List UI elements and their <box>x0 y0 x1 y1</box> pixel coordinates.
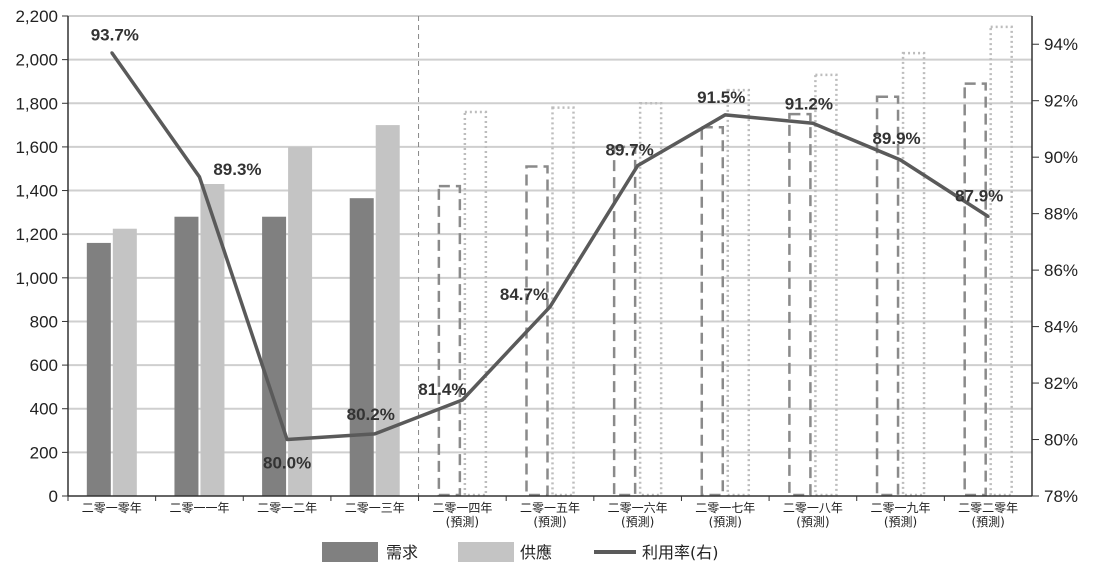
utilization-line-series: 93.7% 89.3% 80.0% 80.2% 81.4% 84.7% 89.7% 91.5%… <box>91 26 1004 473</box>
right-axis-ticks: 78% 80% 82% 84% 86% 88% 90% 92% 94% <box>1032 35 1078 506</box>
supply-bar-forecast <box>726 88 751 497</box>
supply-bar <box>112 228 137 496</box>
x-tick-label: 二零一三年 <box>345 501 405 515</box>
supply-bar <box>200 184 225 496</box>
utilization-point <box>197 175 201 179</box>
utilization-point <box>548 305 552 309</box>
demand-bar-forecast <box>788 112 812 497</box>
utilization-data-label: 89.9% <box>872 129 920 148</box>
legend-utilization-label: 利用率(右) <box>642 543 719 562</box>
x-tick-label: 二零一七年 <box>695 501 755 515</box>
x-tick-label: (預測) <box>533 515 566 529</box>
right-tick-label: 88% <box>1044 205 1078 224</box>
demand-bar <box>86 242 111 496</box>
left-tick-label: 1,800 <box>15 94 58 113</box>
x-tick-label: 二零二零年 <box>958 501 1018 515</box>
demand-bar <box>349 198 374 496</box>
x-tick-label: 二零一五年 <box>520 501 580 515</box>
utilization-data-label: 91.5% <box>697 88 745 107</box>
utilization-line <box>110 51 990 442</box>
utilization-data-label: 81.4% <box>418 380 466 399</box>
x-tick-label: (預測) <box>971 515 1004 529</box>
x-tick-label: (預測) <box>884 515 917 529</box>
demand-bar-forecast <box>612 145 637 497</box>
demand-bar-forecast <box>875 95 900 497</box>
right-tick-label: 94% <box>1044 35 1078 54</box>
left-tick-label: 1,400 <box>15 182 58 201</box>
left-tick-label: 2,200 <box>15 7 58 26</box>
right-tick-label: 82% <box>1044 374 1078 393</box>
supply-bar <box>375 125 400 496</box>
utilization-data-label: 84.7% <box>500 285 548 304</box>
utilization-data-label: 87.9% <box>955 186 1003 205</box>
legend-demand-label: 需求 <box>386 543 418 562</box>
utilization-point <box>811 121 815 125</box>
utilization-point <box>723 113 727 117</box>
utilization-data-label: 89.7% <box>606 141 654 160</box>
right-tick-label: 84% <box>1044 318 1078 337</box>
x-tick-label: 二零一一年 <box>169 501 229 515</box>
utilization-point <box>636 164 640 168</box>
supply-bar-forecast <box>551 106 575 497</box>
x-tick-label: (預測) <box>709 515 742 529</box>
x-tick-label: 二零一二年 <box>257 501 317 515</box>
utilization-data-label: 93.7% <box>91 26 139 45</box>
left-tick-label: 2,000 <box>15 51 58 70</box>
utilization-point <box>110 51 114 55</box>
utilization-point <box>460 398 464 402</box>
x-tick-label: 二零一九年 <box>871 501 931 515</box>
x-tick-label: (預測) <box>621 515 654 529</box>
demand-bar-forecast <box>700 126 725 497</box>
utilization-data-label: 89.3% <box>213 160 261 179</box>
legend: 需求 供應 利用率(右) <box>322 542 719 562</box>
left-tick-label: 800 <box>30 312 58 331</box>
supply-bar-forecast <box>463 110 488 497</box>
utilization-data-label: 91.2% <box>785 94 833 113</box>
legend-supply-label: 供應 <box>520 543 552 562</box>
utilization-point <box>373 432 377 436</box>
left-tick-label: 1,200 <box>15 225 58 244</box>
utilization-data-label: 80.2% <box>347 405 395 424</box>
left-tick-label: 600 <box>30 356 58 375</box>
utilization-data-label: 80.0% <box>263 454 311 473</box>
x-tick-label: 二零一四年 <box>432 501 492 515</box>
right-tick-label: 78% <box>1044 487 1078 506</box>
right-tick-label: 80% <box>1044 431 1078 450</box>
right-tick-label: 92% <box>1044 92 1078 111</box>
utilization-point <box>285 438 289 442</box>
x-tick-label: 二零一八年 <box>783 501 843 515</box>
left-axis-ticks: 0 200 400 600 800 1,000 1,200 1,400 1,600 1,800 2,… <box>15 7 68 506</box>
supply-bar-forecast <box>814 73 838 497</box>
demand-bar-forecast <box>437 184 462 497</box>
supply-bar-forecast <box>989 25 1013 497</box>
x-tick-label: 二零一零年 <box>82 501 142 515</box>
supply-bar <box>288 146 313 496</box>
x-tick-label: 二零一六年 <box>608 501 668 515</box>
demand-bar-forecast <box>963 82 987 497</box>
x-tick-label: (預測) <box>796 515 829 529</box>
utilization-point <box>986 214 990 218</box>
left-tick-label: 400 <box>30 400 58 419</box>
axis-lines <box>67 16 1033 497</box>
left-tick-label: 0 <box>49 487 58 506</box>
x-axis-ticks: 二零一零年 二零一一年 二零一二年 二零一三年 二零一四年(預測)二零一五年(預測)二零… <box>67 496 1018 529</box>
x-tick-label: (預測) <box>446 515 479 529</box>
demand-bar <box>174 216 199 496</box>
utilization-point <box>899 158 903 162</box>
legend-demand-swatch <box>322 542 378 562</box>
right-tick-label: 86% <box>1044 261 1078 280</box>
left-tick-label: 200 <box>30 443 58 462</box>
demand-bar <box>262 216 287 496</box>
left-tick-label: 1,000 <box>15 269 58 288</box>
legend-supply-swatch <box>458 542 514 562</box>
bar-series <box>86 25 1013 497</box>
left-tick-label: 1,600 <box>15 138 58 157</box>
supply-bar-forecast <box>638 102 663 497</box>
right-tick-label: 90% <box>1044 148 1078 167</box>
supply-bar-forecast <box>901 51 926 497</box>
